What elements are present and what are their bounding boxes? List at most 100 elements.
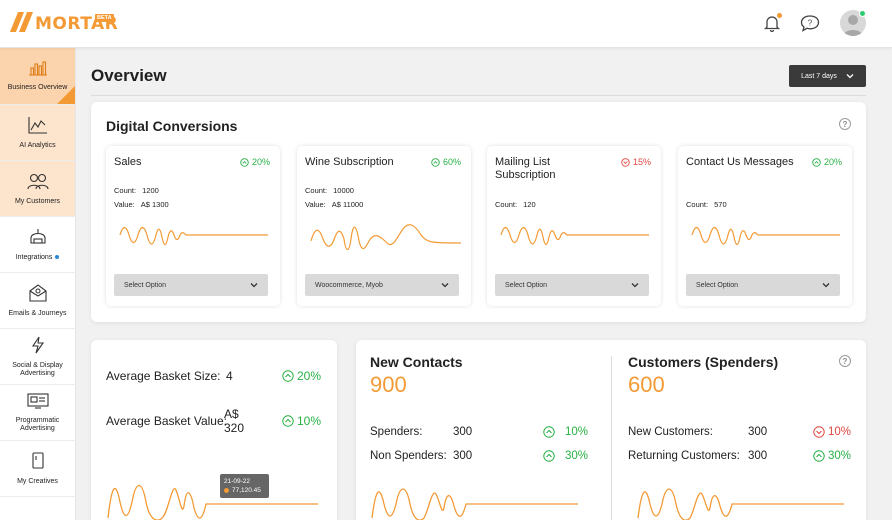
page-title: Overview bbox=[91, 66, 167, 85]
trend-up-icon bbox=[543, 450, 555, 462]
sparkline bbox=[500, 226, 649, 246]
file-icon bbox=[31, 451, 45, 473]
sidebar-item-programmatic[interactable]: Programmatic Advertising bbox=[0, 385, 75, 441]
card-value: Value: A$ 11000 bbox=[305, 200, 364, 209]
logo-mark bbox=[9, 12, 34, 32]
card-change: 15% bbox=[621, 157, 651, 167]
trend-down-icon bbox=[813, 426, 825, 438]
bolt-icon bbox=[31, 336, 45, 357]
sidebar-item-integrations[interactable]: Integrations bbox=[0, 217, 75, 273]
sidebar-item-label: Business Overview bbox=[7, 84, 68, 91]
sparkline bbox=[691, 226, 840, 246]
chevron-down-icon bbox=[631, 283, 639, 288]
sidebar-item-label: My Creatives bbox=[17, 477, 58, 485]
sparkline bbox=[119, 226, 268, 246]
top-icons: ? bbox=[760, 10, 866, 36]
trend-up-icon bbox=[431, 157, 440, 167]
card-count: Count: 120 bbox=[495, 200, 536, 209]
returning-customers-label: Returning Customers: bbox=[628, 450, 740, 462]
card-count: Count: 10000 bbox=[305, 186, 354, 195]
basket-panel bbox=[91, 340, 337, 520]
card-title: Sales bbox=[114, 156, 142, 168]
conversion-card-wine-subscription: Wine Subscription 60% Count: 10000 Value:… bbox=[297, 146, 471, 306]
sidebar-item-ai-analytics[interactable]: AI Analytics bbox=[0, 105, 75, 161]
top-bar: MORTAR BETA ? bbox=[0, 0, 892, 48]
non-spenders-change: 30% bbox=[543, 450, 588, 462]
option-select[interactable]: Select Option bbox=[495, 274, 649, 296]
sidebar-item-label: AI Analytics bbox=[19, 141, 56, 149]
customers-trend-line bbox=[637, 488, 844, 520]
active-corner-marker bbox=[57, 86, 75, 104]
sidebar-item-label: Social & Display Advertising bbox=[12, 361, 63, 377]
panel-divider bbox=[611, 356, 612, 520]
option-select[interactable]: Select Option bbox=[686, 274, 840, 296]
chevron-down-icon bbox=[822, 283, 830, 288]
basket-trend-line bbox=[107, 484, 318, 520]
avg-basket-value-change: 10% bbox=[282, 414, 321, 428]
trend-up-icon bbox=[543, 426, 555, 438]
non-spenders-value: 300 bbox=[453, 450, 473, 462]
card-count: Count: 1200 bbox=[114, 186, 159, 195]
card-title: Contact Us Messages bbox=[686, 156, 794, 168]
trend-up-icon bbox=[282, 415, 294, 427]
help-icon[interactable]: ? bbox=[839, 118, 851, 130]
new-contacts-total: 900 bbox=[370, 372, 407, 397]
option-select[interactable]: Select Option bbox=[114, 274, 268, 296]
trend-down-icon bbox=[621, 157, 630, 167]
envelope-icon bbox=[28, 283, 47, 305]
customers-title: Customers (Spenders) bbox=[628, 354, 779, 370]
sparkline bbox=[310, 224, 462, 251]
sidebar-item-emails-journeys[interactable]: Emails & Journeys bbox=[0, 273, 75, 329]
trend-up-icon bbox=[240, 157, 249, 167]
people-icon bbox=[26, 172, 49, 193]
digital-conversions-title: Digital Conversions bbox=[106, 118, 238, 134]
plug-icon bbox=[28, 228, 48, 249]
chevron-down-icon bbox=[846, 74, 854, 79]
tooltip-date: 21-09-22 bbox=[224, 478, 251, 485]
tooltip-value: 77,120.45 bbox=[224, 486, 265, 495]
new-customers-change: 10% bbox=[813, 426, 851, 438]
sidebar: Business Overview AI Analytics My Custom… bbox=[0, 48, 76, 520]
trend-up-icon bbox=[813, 450, 825, 462]
new-customers-label: New Customers: bbox=[628, 426, 713, 438]
sidebar-item-business-overview[interactable]: Business Overview bbox=[0, 48, 75, 105]
bar-chart-icon bbox=[28, 60, 48, 79]
conversion-card-mailing-list: Mailing List Subscription 15% Count: 120 … bbox=[487, 146, 661, 306]
avg-basket-size: Average Basket Size: 4 bbox=[106, 369, 233, 383]
sidebar-item-my-creatives[interactable]: My Creatives bbox=[0, 441, 75, 497]
card-change: 20% bbox=[240, 157, 270, 167]
beta-badge: BETA bbox=[95, 14, 114, 22]
chat-help-icon[interactable]: ? bbox=[798, 11, 822, 35]
svg-text:?: ? bbox=[808, 19, 813, 28]
spenders-value: 300 bbox=[453, 426, 473, 438]
notification-dot bbox=[777, 13, 782, 18]
avg-basket-size-change: 20% bbox=[282, 369, 321, 383]
returning-customers-change: 30% bbox=[813, 450, 851, 462]
option-select[interactable]: Woocommerce, Myob bbox=[305, 274, 459, 296]
date-range-dropdown[interactable]: Last 7 days bbox=[789, 65, 866, 87]
conversion-card-contact-us: Contact Us Messages 20% Count: 570 Select… bbox=[678, 146, 852, 306]
sidebar-item-my-customers[interactable]: My Customers bbox=[0, 161, 75, 217]
online-status-dot bbox=[859, 10, 866, 17]
monitor-icon bbox=[26, 392, 49, 412]
help-icon[interactable]: ? bbox=[839, 355, 851, 367]
card-change: 60% bbox=[431, 157, 461, 167]
sidebar-item-label: Programmatic Advertising bbox=[15, 416, 60, 432]
new-contacts-title: New Contacts bbox=[370, 354, 463, 370]
contacts-trend-line bbox=[371, 488, 578, 520]
bell-icon[interactable] bbox=[760, 11, 784, 35]
card-change: 20% bbox=[812, 157, 842, 167]
title-divider bbox=[91, 95, 866, 96]
returning-customers-value: 300 bbox=[748, 450, 768, 462]
card-count: Count: 570 bbox=[686, 200, 727, 209]
chevron-down-icon bbox=[250, 283, 258, 288]
customers-total: 600 bbox=[628, 372, 665, 397]
non-spenders-label: Non Spenders: bbox=[370, 450, 447, 462]
chevron-down-icon bbox=[441, 283, 449, 288]
trend-up-icon bbox=[282, 370, 294, 382]
spenders-change: 10% bbox=[543, 426, 588, 438]
sidebar-item-social-display[interactable]: Social & Display Advertising bbox=[0, 329, 75, 385]
mortar-logo[interactable]: MORTAR BETA bbox=[9, 12, 118, 34]
sidebar-item-label: My Customers bbox=[14, 197, 61, 205]
card-title: Wine Subscription bbox=[305, 156, 394, 168]
